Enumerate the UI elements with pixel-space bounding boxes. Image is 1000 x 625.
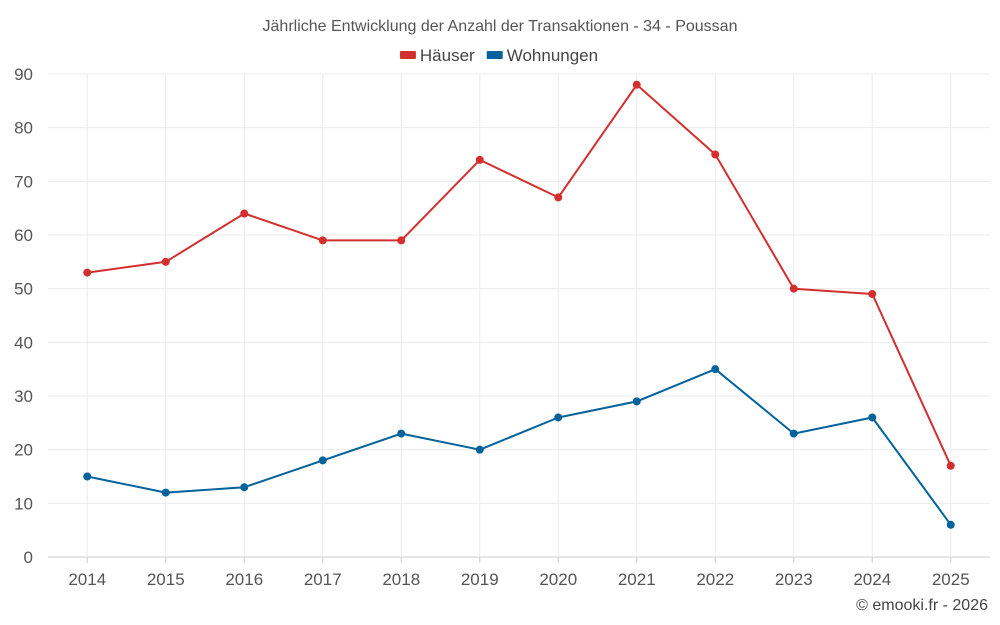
chart-title: Jährliche Entwicklung der Anzahl der Tra…: [263, 18, 738, 35]
data-point-h-user: [946, 461, 955, 470]
y-tick-label: 80: [14, 119, 33, 138]
data-point-h-user: [711, 150, 720, 159]
legend-label-h-user: Häuser: [420, 46, 475, 65]
y-tick-label: 30: [14, 387, 33, 406]
x-tick-label: 2021: [618, 570, 656, 589]
y-tick-label: 10: [14, 494, 33, 513]
y-tick-label: 50: [14, 280, 33, 299]
data-point-h-user: [397, 236, 406, 245]
x-tick-label: 2017: [304, 570, 342, 589]
data-point-h-user: [240, 209, 249, 218]
legend: Häuser Wohnungen: [399, 46, 598, 65]
data-point-h-user: [554, 193, 563, 202]
data-point-wohnungen: [240, 483, 249, 492]
data-point-h-user: [318, 236, 327, 245]
x-tick-label: 2014: [68, 570, 106, 589]
data-point-h-user: [789, 284, 798, 293]
y-tick-label: 40: [14, 333, 33, 352]
data-point-wohnungen: [318, 456, 327, 465]
series-line-wohnungen: [87, 368, 952, 526]
x-tick-label: 2022: [696, 570, 734, 589]
y-tick-label: 70: [14, 172, 33, 191]
data-point-wohnungen: [632, 397, 641, 406]
grid: [48, 73, 990, 558]
data-point-h-user: [83, 268, 92, 277]
y-tick-label: 60: [14, 226, 33, 245]
data-point-wohnungen: [83, 472, 92, 481]
y-tick-label: 20: [14, 441, 33, 460]
data-point-wohnungen: [475, 445, 484, 454]
x-tick-label: 2025: [932, 570, 970, 589]
data-point-wohnungen: [789, 429, 798, 438]
x-tick-label: 2023: [775, 570, 813, 589]
data-point-h-user: [632, 80, 641, 89]
footer-credit: © emooki.fr - 2026: [856, 597, 988, 614]
x-axis: 2014 2015 2016 2017 2018 2019 2020 2021 2022 2023…: [68, 557, 970, 589]
x-tick-label: 2015: [147, 570, 185, 589]
data-point-wohnungen: [161, 488, 170, 497]
series-line-h-user: [87, 83, 952, 467]
y-axis: 0 10 20 30 40 50 60 70 80 90: [14, 65, 33, 567]
x-tick-label: 2020: [539, 570, 577, 589]
data-point-wohnungen: [397, 429, 406, 438]
data-point-h-user: [475, 155, 484, 164]
data-point-wohnungen: [868, 413, 877, 422]
legend-label-wohnungen: Wohnungen: [507, 46, 598, 65]
data-point-wohnungen: [554, 413, 563, 422]
x-tick-label: 2024: [853, 570, 891, 589]
data-point-h-user: [161, 257, 170, 266]
data-point-wohnungen: [946, 520, 955, 529]
legend-swatch-h-user: [399, 51, 416, 59]
data-point-h-user: [868, 290, 877, 299]
data-point-wohnungen: [711, 365, 720, 374]
y-tick-label: 0: [24, 548, 33, 567]
x-tick-label: 2019: [461, 570, 499, 589]
series-group: [83, 80, 955, 529]
legend-swatch-wohnungen: [486, 51, 503, 59]
x-tick-label: 2018: [382, 570, 420, 589]
y-tick-label: 90: [14, 65, 33, 84]
x-tick-label: 2016: [225, 570, 263, 589]
